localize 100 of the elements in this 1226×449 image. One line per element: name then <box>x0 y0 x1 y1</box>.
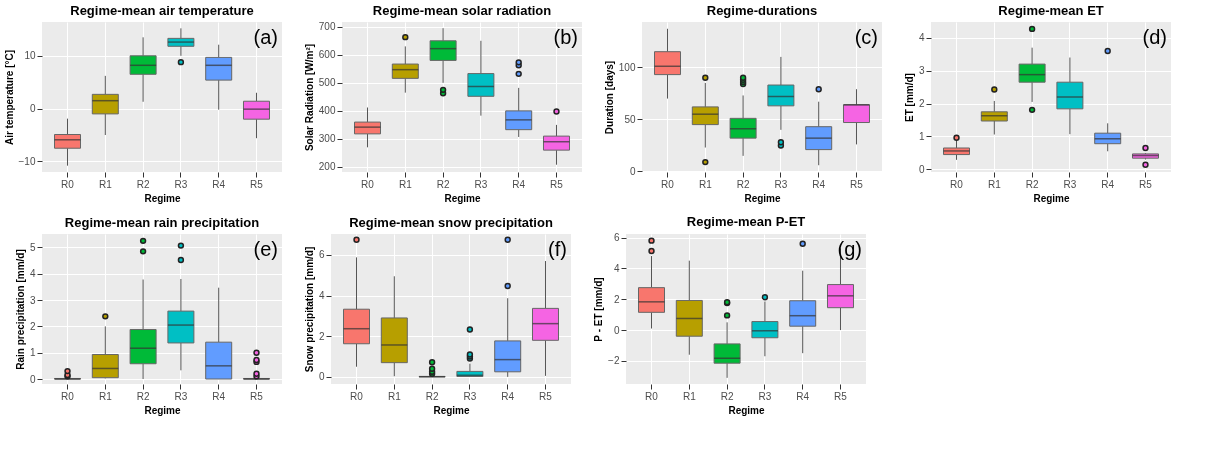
x-tick-label: R1 <box>398 178 413 190</box>
x-tick-label: R0 <box>950 178 964 190</box>
x-tick-label: R3 <box>758 390 772 402</box>
chart-title: Regime-mean air temperature <box>70 3 254 18</box>
y-tick-label: 0 <box>613 324 620 336</box>
x-tick-label: R2 <box>436 178 450 190</box>
y-tick-label: 10 <box>24 50 36 62</box>
y-tick-label: 700 <box>318 21 336 33</box>
x-tick-label: R1 <box>98 390 113 402</box>
x-axis-title: Regime <box>433 404 470 416</box>
y-tick-label: 2 <box>29 320 36 332</box>
chart-title: Regime-mean solar radiation <box>372 2 552 18</box>
x-tick-label: R1 <box>682 390 697 402</box>
x-tick-label: R0 <box>61 390 75 402</box>
x-axis-title: Regime <box>144 192 181 204</box>
x-tick-label: R3 <box>1063 178 1077 190</box>
x-tick-label: R5 <box>250 178 264 190</box>
y-tick-label: 4 <box>29 268 36 280</box>
chart-title: Regime-mean ET <box>998 3 1104 18</box>
chart-title: Regime-mean P-ET <box>686 213 806 229</box>
x-tick-label: R1 <box>98 178 113 190</box>
y-tick-label: 5 <box>29 241 36 253</box>
y-tick-label: 6 <box>318 249 325 261</box>
x-tick-label: R1 <box>698 178 713 190</box>
y-axis-title: Snow precipitation [mm/d] <box>303 246 315 373</box>
y-tick-label: 0 <box>318 371 325 383</box>
y-tick-label: 0 <box>918 163 925 175</box>
y-tick-label: 100 <box>618 61 636 73</box>
x-tick-label: R5 <box>850 178 864 190</box>
y-tick-label: 0 <box>29 373 36 385</box>
y-tick-label: −2 <box>608 355 620 367</box>
y-tick-label: 1 <box>29 347 36 359</box>
x-axis-title: Regime <box>444 192 481 204</box>
x-tick-label: R3 <box>463 390 477 402</box>
y-tick-label: 2 <box>918 98 925 110</box>
x-tick-label: R4 <box>212 178 226 190</box>
y-tick-label: 200 <box>318 161 336 173</box>
x-tick-label: R5 <box>250 390 264 402</box>
chart-title: Regime-mean rain precipitation <box>64 215 260 230</box>
y-tick-label: 400 <box>318 105 336 117</box>
annotation: (b) <box>553 26 578 48</box>
x-tick-label: R0 <box>350 390 364 402</box>
x-tick-label: R1 <box>987 178 1002 190</box>
y-tick-label: 1 <box>918 130 925 142</box>
chart-title: Regime-durations <box>706 3 818 18</box>
x-tick-label: R3 <box>174 178 188 190</box>
x-tick-label: R2 <box>1025 178 1039 190</box>
x-tick-label: R4 <box>501 390 515 402</box>
y-tick-label: 6 <box>613 232 620 244</box>
y-axis-title: Rain precipitation [mm/d] <box>14 249 26 370</box>
x-axis-title: Regime <box>1033 192 1070 204</box>
y-tick-label: 3 <box>29 294 36 306</box>
y-tick-label: 50 <box>624 113 636 125</box>
x-tick-label: R4 <box>1101 178 1115 190</box>
x-axis-title: Regime <box>728 404 765 416</box>
annotation: (c) <box>854 26 878 48</box>
x-tick-label: R1 <box>387 390 402 402</box>
x-tick-label: R3 <box>774 178 788 190</box>
chart-title: Regime-mean snow precipitation <box>349 215 553 230</box>
y-tick-label: 3 <box>918 65 925 77</box>
y-tick-label: 4 <box>918 32 925 44</box>
x-tick-label: R2 <box>425 390 439 402</box>
annotation: (g) <box>837 238 862 260</box>
x-tick-label: R0 <box>61 178 75 190</box>
x-tick-label: R4 <box>512 178 526 190</box>
annotation: (f) <box>548 238 567 260</box>
y-tick-label: 0 <box>629 165 636 177</box>
x-tick-label: R2 <box>136 390 150 402</box>
x-tick-label: R2 <box>720 390 734 402</box>
y-tick-label: 4 <box>318 290 325 302</box>
x-tick-label: R2 <box>136 178 150 190</box>
y-tick-label: 4 <box>613 262 620 274</box>
x-axis-title: Regime <box>744 192 781 204</box>
y-tick-label: 2 <box>318 330 325 342</box>
y-tick-label: 0 <box>29 103 36 115</box>
x-tick-label: R0 <box>361 178 375 190</box>
x-tick-label: R0 <box>661 178 675 190</box>
x-tick-label: R4 <box>796 390 810 402</box>
x-tick-label: R4 <box>812 178 826 190</box>
y-axis-title: ET [mm/d] <box>903 73 915 122</box>
y-tick-label: 2 <box>613 293 620 305</box>
x-tick-label: R0 <box>645 390 659 402</box>
x-tick-label: R5 <box>550 178 564 190</box>
y-tick-label: 600 <box>318 49 336 61</box>
x-tick-label: R5 <box>834 390 848 402</box>
y-tick-label: −10 <box>18 155 36 167</box>
y-axis-title: Solar Radiation [W/m²] <box>303 43 315 152</box>
y-tick-label: 500 <box>318 77 336 89</box>
x-tick-label: R4 <box>212 390 226 402</box>
y-axis-title: Air temperature [°C] <box>3 49 15 146</box>
y-axis-title: P - ET [mm/d] <box>593 277 605 342</box>
annotation: (e) <box>253 238 278 260</box>
x-tick-label: R5 <box>1139 178 1153 190</box>
x-tick-label: R3 <box>174 390 188 402</box>
y-axis-title: Duration [days] <box>603 60 615 135</box>
annotation: (d) <box>1142 26 1167 48</box>
x-tick-label: R2 <box>736 178 750 190</box>
x-tick-label: R3 <box>474 178 488 190</box>
annotation: (a) <box>253 26 278 48</box>
x-axis-title: Regime <box>144 404 181 416</box>
